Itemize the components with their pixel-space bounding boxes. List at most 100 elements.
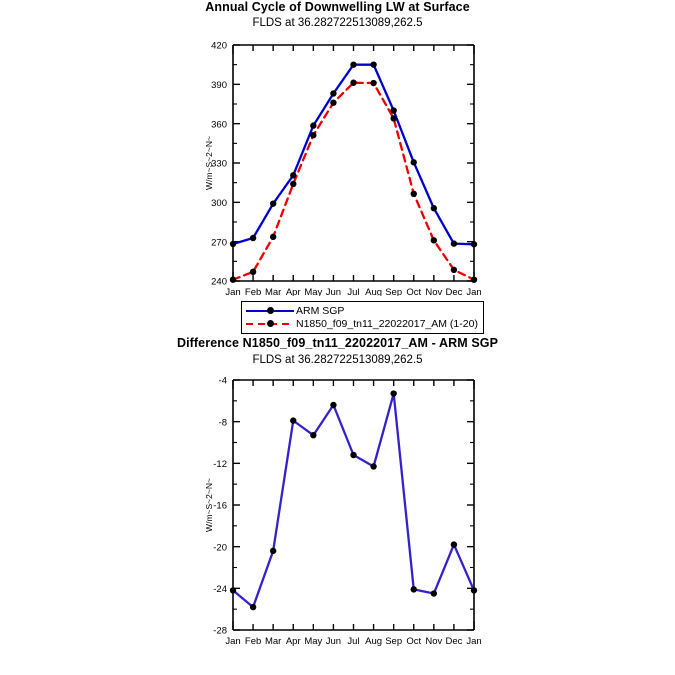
data-point-marker bbox=[290, 180, 297, 188]
legend-item-model[interactable]: N1850_f09_tn11_22022017_AM (1-20) bbox=[246, 317, 478, 330]
data-point-marker bbox=[370, 61, 377, 68]
series-line bbox=[231, 63, 476, 246]
x-tick-label: Aug bbox=[365, 287, 382, 296]
data-point-marker bbox=[430, 205, 438, 212]
panel-difference: Difference N1850_f09_tn11_22022017_AM - … bbox=[0, 336, 675, 367]
data-point-marker bbox=[450, 266, 458, 274]
data-point-marker bbox=[350, 79, 357, 86]
panel-1-subtitle: FLDS at 36.282722513089,262.5 bbox=[252, 17, 423, 29]
data-point-marker bbox=[470, 276, 478, 283]
data-point-marker bbox=[370, 463, 377, 470]
x-tick-label: Mar bbox=[265, 287, 281, 296]
data-point-marker bbox=[269, 547, 277, 555]
legend: ARM SGP N1850_f09_tn11_22022017_AM (1-20… bbox=[241, 301, 484, 334]
annual-cycle-svg: 240 270 300 330 360 390 420 Jan Feb Mar Apr May Jun… bbox=[204, 41, 482, 296]
x-tick-label: Feb bbox=[245, 287, 261, 296]
data-point-marker bbox=[310, 122, 317, 129]
data-point-marker bbox=[229, 587, 237, 594]
y-tick-label: -16 bbox=[213, 501, 227, 512]
x-tick-label: Apr bbox=[286, 287, 301, 296]
x-tick-label: Nov bbox=[425, 287, 442, 296]
y-tick-label: -12 bbox=[213, 459, 227, 470]
y-axis-tick-labels: -28 -24 -20 -16 -12 -8 -4 bbox=[213, 376, 227, 637]
y-tick-label: -4 bbox=[219, 376, 227, 387]
legend-swatch-dashed-red bbox=[246, 318, 294, 329]
data-point-marker bbox=[370, 79, 377, 87]
data-point-marker bbox=[249, 234, 257, 242]
y-tick-label: 300 bbox=[211, 198, 227, 209]
x-tick-label: Nov bbox=[425, 636, 442, 647]
x-tick-label: Apr bbox=[286, 636, 301, 647]
data-point-marker bbox=[310, 132, 317, 139]
legend-swatch-solid-blue bbox=[246, 305, 294, 316]
data-point-marker bbox=[410, 586, 417, 593]
data-point-marker bbox=[350, 451, 357, 459]
y-axis-ticks bbox=[233, 379, 474, 631]
y-axis-tick-labels: 240 270 300 330 360 390 420 bbox=[211, 41, 227, 288]
data-point-marker bbox=[269, 200, 277, 207]
data-point-marker bbox=[290, 172, 297, 179]
y-tick-label: -24 bbox=[213, 584, 227, 595]
panel-1-ylabel: W/m~S~2~N~ bbox=[204, 136, 214, 190]
x-tick-label: Mar bbox=[265, 636, 281, 647]
series-line bbox=[231, 81, 476, 281]
panel-annual-cycle: Annual Cycle of Downwelling LW at Surfac… bbox=[0, 0, 675, 30]
series-markers bbox=[229, 61, 478, 283]
x-tick-label: Jul bbox=[347, 636, 359, 647]
legend-label-model: N1850_f09_tn11_22022017_AM (1-20) bbox=[296, 317, 478, 330]
x-tick-label: Jan bbox=[466, 636, 481, 647]
series-markers bbox=[229, 390, 478, 611]
panel-2-subtitle: FLDS at 36.282722513089,262.5 bbox=[252, 354, 423, 366]
x-tick-label: Jan bbox=[225, 636, 240, 647]
data-point-marker bbox=[450, 541, 458, 548]
panel-2-title: Difference N1850_f09_tn11_22022017_AM - … bbox=[176, 336, 499, 350]
x-tick-label: Aug bbox=[365, 636, 382, 647]
y-tick-label: 360 bbox=[211, 119, 227, 130]
x-axis-tick-labels: Jan Feb Mar Apr May Jun Jul Aug Sep Oct Nov Dec Jan bbox=[225, 636, 481, 647]
x-tick-label: Oct bbox=[406, 636, 421, 647]
x-tick-label: Sep bbox=[385, 636, 402, 647]
data-point-marker bbox=[350, 61, 357, 68]
y-tick-label: -20 bbox=[213, 542, 227, 553]
x-tick-label: Dec bbox=[445, 287, 462, 296]
data-point-marker bbox=[470, 241, 478, 248]
y-tick-label: 420 bbox=[211, 41, 227, 52]
series-lines bbox=[231, 63, 476, 281]
y-tick-label: 330 bbox=[211, 159, 227, 170]
data-point-marker bbox=[269, 233, 277, 241]
x-tick-label: Jan bbox=[225, 287, 240, 296]
legend-item-arm-sgp[interactable]: ARM SGP bbox=[246, 304, 478, 317]
data-point-marker bbox=[390, 115, 397, 122]
x-tick-label: Feb bbox=[245, 636, 261, 647]
data-point-marker bbox=[229, 240, 237, 248]
data-point-marker bbox=[330, 401, 337, 409]
data-point-marker bbox=[249, 268, 257, 276]
data-point-marker bbox=[310, 432, 317, 439]
x-tick-label: May bbox=[304, 636, 322, 647]
data-point-marker bbox=[330, 99, 337, 106]
y-tick-label: 390 bbox=[211, 80, 227, 91]
difference-plot: -28 -24 -20 -16 -12 -8 -4 Jan Feb Mar Apr May Jun Ju… bbox=[0, 371, 675, 651]
x-tick-label: Jul bbox=[347, 287, 359, 296]
y-tick-label: 240 bbox=[211, 277, 227, 288]
x-tick-label: Dec bbox=[445, 636, 462, 647]
data-point-marker bbox=[410, 159, 417, 166]
data-point-marker bbox=[390, 107, 397, 114]
y-axis-ticks bbox=[233, 44, 474, 282]
data-point-marker bbox=[410, 190, 417, 198]
x-tick-label: Sep bbox=[385, 287, 402, 296]
data-point-marker bbox=[290, 417, 297, 424]
series-line bbox=[231, 392, 476, 609]
data-point-marker bbox=[470, 587, 478, 594]
x-tick-label: Jan bbox=[466, 287, 481, 296]
x-axis-tick-labels: Jan Feb Mar Apr May Jun Jul Aug Sep Oct Nov Dec Jan bbox=[225, 287, 481, 296]
x-tick-label: Jun bbox=[326, 287, 341, 296]
panel-1-title: Annual Cycle of Downwelling LW at Surfac… bbox=[205, 0, 470, 14]
data-point-marker bbox=[390, 390, 397, 397]
data-point-marker bbox=[430, 237, 438, 244]
difference-svg: -28 -24 -20 -16 -12 -8 -4 Jan Feb Mar Apr May Jun Ju… bbox=[204, 376, 482, 647]
y-tick-label: -8 bbox=[219, 417, 227, 428]
y-tick-label: 270 bbox=[211, 237, 227, 248]
data-point-marker bbox=[430, 590, 438, 597]
data-point-marker bbox=[330, 90, 337, 97]
